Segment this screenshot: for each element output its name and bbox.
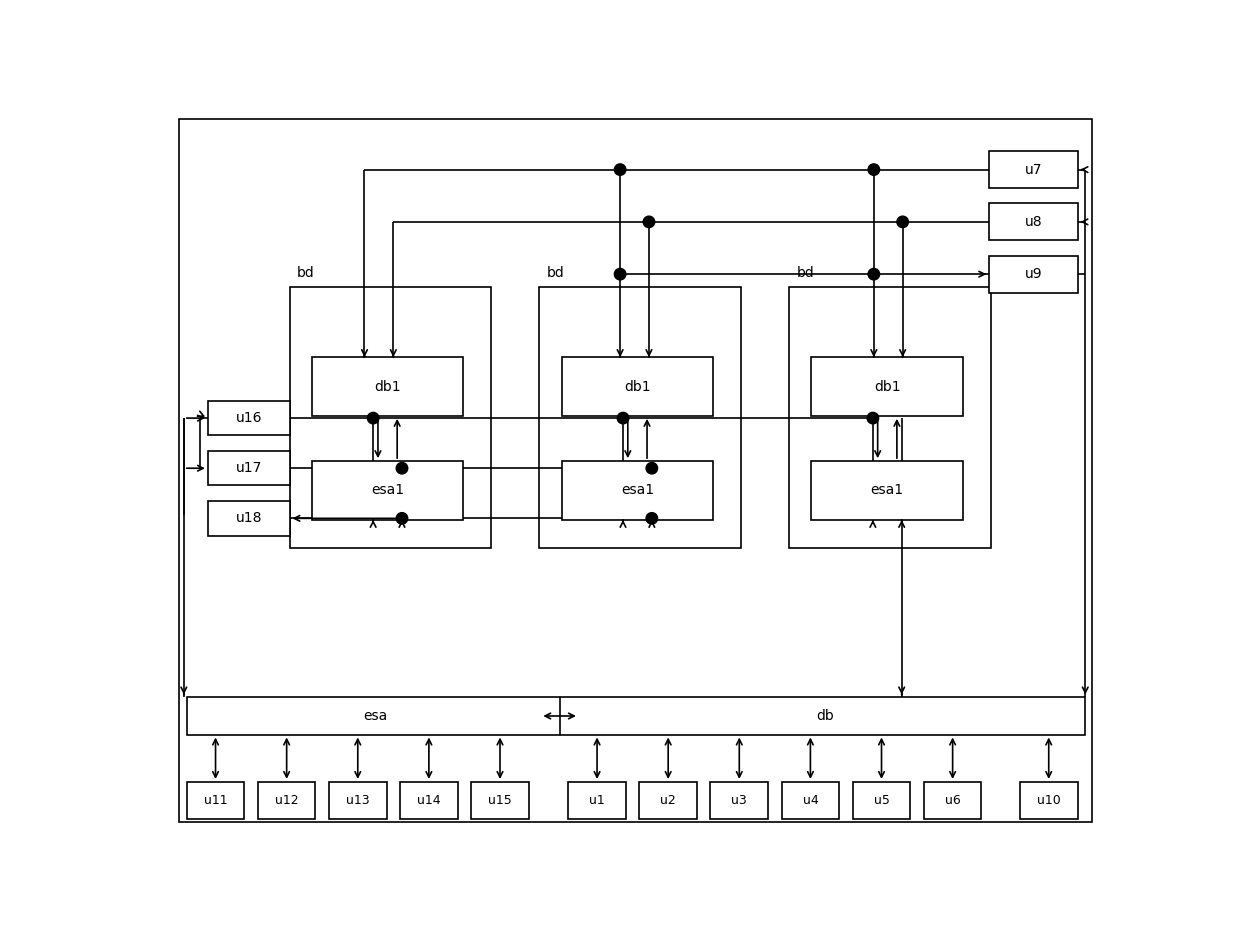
Circle shape — [644, 216, 655, 228]
Text: db1: db1 — [874, 379, 900, 393]
Text: esa1: esa1 — [371, 484, 404, 498]
Bar — [208, 501, 290, 536]
Bar — [329, 782, 387, 819]
Text: u17: u17 — [236, 461, 262, 475]
Circle shape — [614, 269, 626, 280]
Bar — [562, 357, 713, 416]
Text: u2: u2 — [660, 794, 676, 807]
Circle shape — [397, 462, 408, 474]
Text: u14: u14 — [417, 794, 440, 807]
Bar — [208, 451, 290, 485]
Circle shape — [618, 412, 629, 424]
Text: u15: u15 — [489, 794, 512, 807]
Bar — [471, 782, 528, 819]
Text: bd: bd — [547, 266, 565, 280]
Text: u3: u3 — [732, 794, 748, 807]
Circle shape — [868, 269, 879, 280]
Bar — [1019, 782, 1078, 819]
Text: u4: u4 — [802, 794, 818, 807]
Text: u10: u10 — [1037, 794, 1060, 807]
Text: u8: u8 — [1024, 215, 1042, 229]
Text: u6: u6 — [945, 794, 961, 807]
Circle shape — [867, 412, 879, 424]
Text: u5: u5 — [873, 794, 889, 807]
Bar — [187, 782, 244, 819]
Text: esa1: esa1 — [870, 484, 904, 498]
Bar — [401, 782, 458, 819]
Bar — [187, 698, 1085, 735]
Text: db: db — [816, 709, 833, 723]
Bar — [990, 151, 1078, 188]
Circle shape — [397, 512, 408, 525]
Bar — [258, 782, 315, 819]
Text: u7: u7 — [1024, 163, 1042, 177]
Text: u12: u12 — [275, 794, 299, 807]
Text: esa1: esa1 — [621, 484, 653, 498]
Bar — [853, 782, 910, 819]
Circle shape — [646, 462, 657, 474]
Text: db1: db1 — [374, 379, 401, 393]
Circle shape — [646, 512, 657, 525]
Text: u18: u18 — [236, 512, 262, 525]
Bar — [790, 287, 991, 549]
Text: bd: bd — [298, 266, 315, 280]
Text: u9: u9 — [1024, 267, 1042, 281]
Circle shape — [367, 412, 379, 424]
Circle shape — [614, 164, 626, 176]
Bar — [924, 782, 982, 819]
Text: bd: bd — [797, 266, 815, 280]
Bar — [568, 782, 626, 819]
Text: u16: u16 — [236, 411, 262, 425]
Bar — [781, 782, 839, 819]
Bar — [811, 461, 963, 520]
Text: u11: u11 — [203, 794, 227, 807]
Text: u1: u1 — [589, 794, 605, 807]
Bar — [208, 401, 290, 435]
Bar — [290, 287, 491, 549]
Text: esa: esa — [363, 709, 388, 723]
Text: db1: db1 — [624, 379, 651, 393]
Bar — [539, 287, 742, 549]
Circle shape — [897, 216, 909, 228]
Text: u13: u13 — [346, 794, 370, 807]
Bar — [640, 782, 697, 819]
Bar — [711, 782, 768, 819]
Bar — [811, 357, 963, 416]
Bar — [990, 204, 1078, 241]
Bar — [311, 461, 464, 520]
Bar — [311, 357, 464, 416]
Circle shape — [868, 164, 879, 176]
Bar — [990, 256, 1078, 293]
Bar — [562, 461, 713, 520]
